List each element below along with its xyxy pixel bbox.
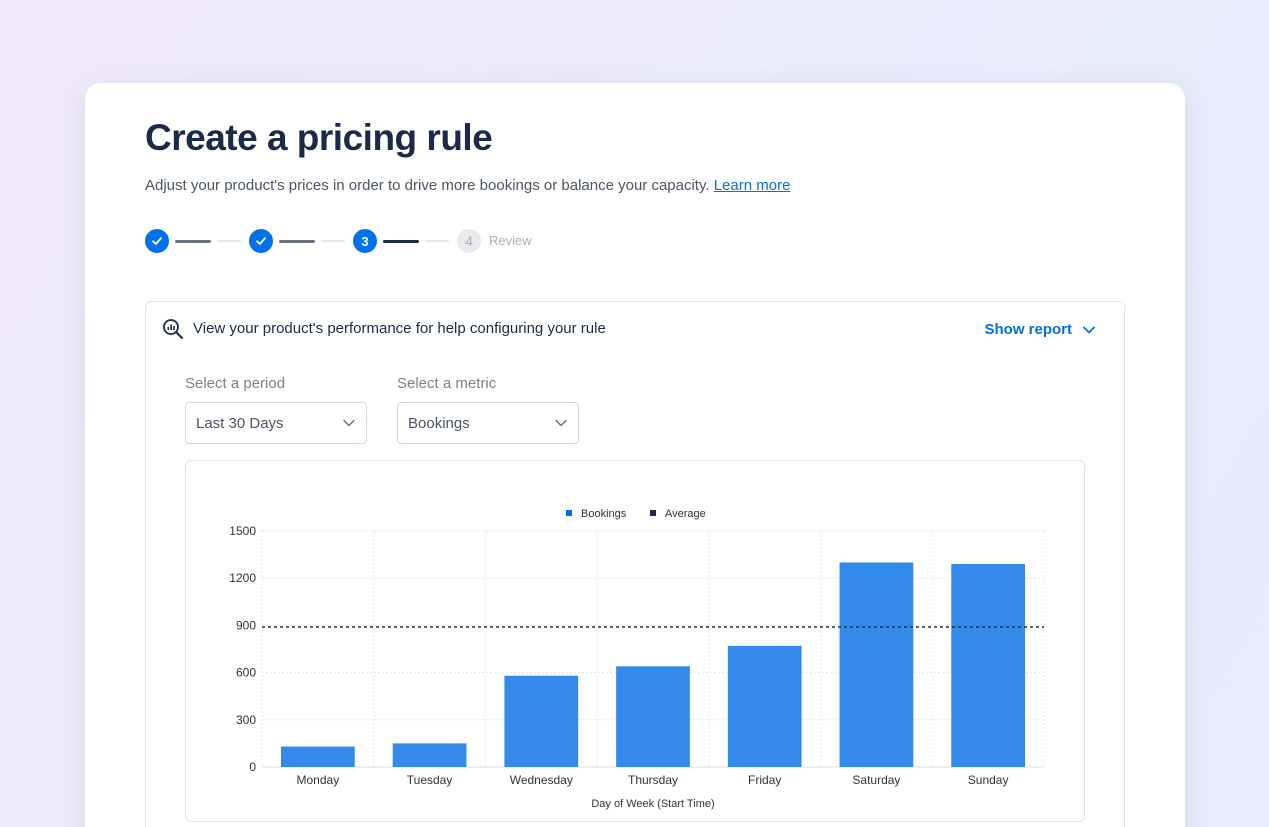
step-2-progress [279,240,315,243]
chevron-down-icon [555,419,567,427]
x-tick-label: Wednesday [510,773,573,787]
learn-more-link[interactable]: Learn more [713,177,791,194]
legend-bookings-label: Bookings [581,508,627,520]
x-tick-label: Saturday [852,773,900,787]
y-tick-label: 300 [236,713,256,727]
x-tick-label: Thursday [628,773,678,787]
bookings-chart-container: 0 300 600 900 1200 1500 Monday Tuesday Wednesday… [185,460,1085,822]
y-tick-label: 900 [236,618,256,632]
x-tick-label: Friday [748,773,781,787]
legend-average-swatch [650,510,656,516]
performance-report-panel: View your product's performance for help… [145,301,1125,827]
bookings-chart: 0 300 600 900 1200 1500 Monday Tuesday Wednesday… [229,508,1045,810]
bar-saturday [839,562,914,767]
bar-tuesday [392,743,467,767]
metric-label: Select a metric [397,375,497,392]
step-1-check-icon[interactable] [145,229,169,253]
period-label: Select a period [185,375,286,392]
step-4-indicator[interactable]: 4 [457,229,481,253]
pricing-rule-card: Create a pricing rule Adjust your produc… [85,83,1185,827]
step-3-connector [425,240,449,242]
show-report-label: Show report [984,321,1072,338]
show-report-toggle[interactable]: Show report [984,321,1096,338]
page-subtitle: Adjust your product's prices in order to… [145,177,790,194]
bar-wednesday [504,675,579,767]
step-3-progress [383,240,419,243]
y-tick-label: 0 [249,760,256,774]
x-axis-title: Day of Week (Start Time) [591,798,714,810]
step-4-label: Review [489,233,532,248]
bar-sunday [951,564,1026,767]
report-heading: View your product's performance for help… [193,320,606,337]
report-search-icon [163,319,183,339]
step-2-connector [321,240,345,242]
metric-select[interactable]: Bookings [397,402,579,444]
step-1-progress [175,240,211,243]
page-title: Create a pricing rule [145,117,493,158]
x-tick-label: Tuesday [407,773,453,787]
legend-average-label: Average [665,508,706,520]
x-tick-label: Sunday [968,773,1009,787]
x-tick-label: Monday [297,773,340,787]
y-tick-label: 1200 [229,571,256,585]
bar-friday [727,645,802,767]
y-tick-label: 600 [236,666,256,680]
metric-value: Bookings [408,414,470,432]
step-1-connector [217,240,241,242]
period-select[interactable]: Last 30 Days [185,402,367,444]
period-value: Last 30 Days [196,414,284,432]
y-tick-label: 1500 [229,524,256,538]
bar-monday [280,746,355,767]
subtitle-text: Adjust your product's prices in order to… [145,177,710,194]
chevron-down-icon [1083,326,1095,333]
step-3-indicator[interactable]: 3 [353,229,377,253]
stepper: 3 4 Review [145,229,565,253]
bar-thursday [616,666,690,767]
step-2-check-icon[interactable] [249,229,273,253]
chevron-down-icon [343,419,355,427]
legend-bookings-swatch [566,510,572,516]
